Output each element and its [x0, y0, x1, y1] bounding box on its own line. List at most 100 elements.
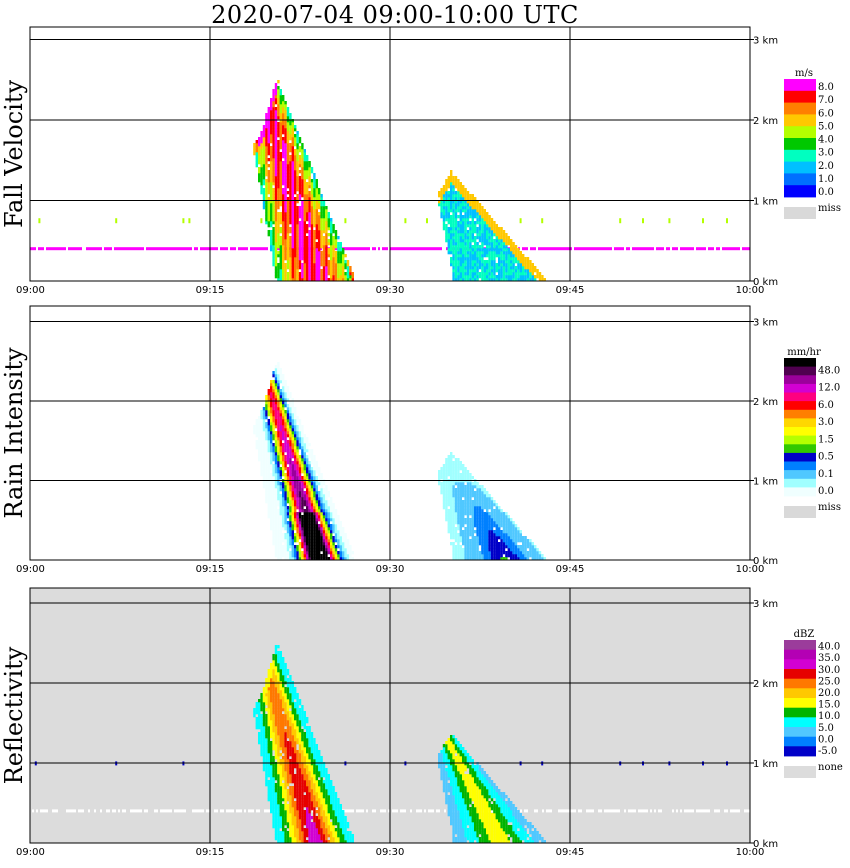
echo-cell	[519, 257, 522, 261]
echo-cell	[267, 191, 270, 195]
echo-cell	[277, 515, 280, 519]
sparse-cell	[404, 218, 407, 224]
echo-cell	[502, 545, 506, 549]
echo-cell	[476, 503, 479, 507]
echo-cell	[330, 278, 333, 282]
clutter-cell	[722, 247, 724, 251]
echo-cell	[464, 260, 467, 264]
echo-cell	[481, 488, 484, 492]
echo-cell	[294, 533, 297, 537]
echo-cell	[510, 533, 513, 537]
echo-cell	[294, 182, 297, 186]
echo-cell	[286, 197, 290, 201]
echo-cell	[346, 548, 350, 552]
echo-cell	[450, 263, 453, 267]
echo-cell	[272, 254, 275, 258]
echo-cell	[459, 503, 462, 507]
echo-cell	[298, 155, 302, 159]
echo-cell	[294, 128, 297, 132]
legend-label: 48.0	[818, 365, 840, 376]
echo-cell	[459, 500, 462, 504]
echo-cell	[308, 239, 311, 243]
echo-cell	[274, 239, 278, 243]
clutter-cell	[98, 247, 100, 251]
echo-cell	[308, 503, 311, 507]
echo-cell	[294, 494, 297, 498]
echo-cell	[289, 470, 292, 474]
echo-cell	[306, 200, 309, 204]
echo-cell	[301, 164, 304, 168]
echo-cell	[498, 551, 501, 555]
echo-cell	[284, 434, 287, 438]
echo-cell	[315, 476, 318, 480]
echo-cell	[291, 257, 294, 261]
echo-cell	[284, 527, 287, 531]
echo-cell	[332, 545, 335, 549]
echo-cell	[301, 209, 304, 213]
echo-cell	[454, 551, 458, 555]
echo-cell	[498, 272, 501, 276]
echo-cell	[457, 503, 460, 507]
echo-cell	[471, 248, 474, 252]
echo-cell	[286, 206, 290, 210]
echo-cell	[490, 536, 494, 540]
echo-cell	[474, 269, 477, 273]
echo-cell	[524, 557, 527, 561]
echo-cell	[322, 239, 326, 243]
echo-cell	[289, 218, 292, 222]
echo-cell	[498, 530, 501, 534]
echo-cell	[534, 557, 537, 561]
echo-cell	[457, 473, 460, 477]
echo-cell	[474, 254, 477, 258]
echo-cell	[279, 257, 282, 261]
echo-cell	[284, 491, 287, 495]
echo-cell	[286, 215, 290, 219]
echo-cell	[517, 554, 520, 558]
echo-cell	[481, 542, 484, 546]
clutter-cell	[688, 809, 690, 813]
echo-cell	[313, 272, 316, 276]
clutter-cell	[610, 247, 612, 251]
echo-cell	[459, 194, 462, 198]
echo-cell	[315, 218, 318, 222]
echo-cell	[322, 482, 326, 486]
echo-cell	[330, 221, 333, 225]
echo-cell	[301, 431, 304, 435]
echo-cell	[270, 503, 273, 507]
echo-cell	[277, 488, 280, 492]
echo-cell	[284, 206, 287, 210]
echo-cell	[284, 539, 287, 543]
echo-cell	[291, 506, 294, 510]
echo-cell	[294, 521, 297, 525]
echo-cell	[445, 215, 448, 219]
echo-cell	[500, 269, 503, 273]
echo-cell	[291, 218, 294, 222]
legend-swatch	[784, 452, 816, 462]
echo-cell	[291, 527, 294, 531]
echo-cell	[279, 377, 282, 381]
legend-label: 5.0	[818, 121, 834, 132]
echo-cell	[318, 212, 321, 216]
echo-cell	[507, 272, 510, 276]
echo-cell	[464, 242, 467, 246]
echo-cell	[267, 107, 270, 111]
echo-cell	[294, 230, 297, 234]
echo-cell	[284, 446, 287, 450]
echo-cell	[510, 245, 513, 249]
echo-cell	[505, 260, 508, 264]
echo-cell	[327, 515, 330, 519]
echo-cell	[490, 515, 494, 519]
clutter-cell	[358, 809, 360, 813]
echo-cell	[510, 536, 513, 540]
echo-cell	[277, 98, 280, 102]
echo-cell	[517, 539, 520, 543]
echo-cell	[313, 515, 316, 519]
echo-cell	[272, 509, 275, 513]
echo-cell	[272, 218, 275, 222]
echo-cell	[442, 227, 446, 231]
echo-cell	[325, 245, 328, 249]
echo-cell	[450, 542, 453, 546]
echo-cell	[454, 191, 458, 195]
echo-cell	[469, 242, 472, 246]
